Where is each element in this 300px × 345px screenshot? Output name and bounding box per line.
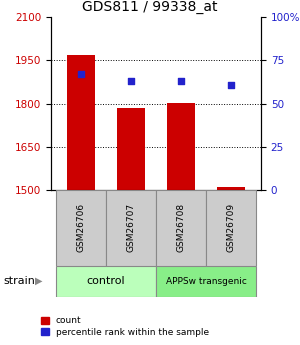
Legend: count, percentile rank within the sample: count, percentile rank within the sample — [40, 316, 209, 337]
Point — [178, 78, 183, 84]
Bar — [56, 266, 156, 297]
Point — [79, 71, 83, 77]
Bar — [117, 108, 145, 190]
Text: ▶: ▶ — [34, 276, 42, 286]
Bar — [106, 190, 156, 266]
Point — [129, 78, 134, 84]
Bar — [67, 55, 95, 190]
Text: GSM26707: GSM26707 — [127, 203, 136, 252]
Text: APPSw transgenic: APPSw transgenic — [166, 277, 246, 286]
Text: control: control — [87, 276, 125, 286]
Bar — [156, 190, 206, 266]
Text: GSM26706: GSM26706 — [76, 203, 85, 252]
Bar — [206, 190, 256, 266]
Text: strain: strain — [3, 276, 35, 286]
Bar — [167, 104, 195, 190]
Text: GDS811 / 99338_at: GDS811 / 99338_at — [82, 0, 218, 14]
Bar — [56, 190, 106, 266]
Text: GSM26709: GSM26709 — [226, 203, 236, 252]
Text: GSM26708: GSM26708 — [176, 203, 185, 252]
Bar — [156, 266, 256, 297]
Point — [229, 82, 233, 87]
Bar — [217, 187, 245, 190]
